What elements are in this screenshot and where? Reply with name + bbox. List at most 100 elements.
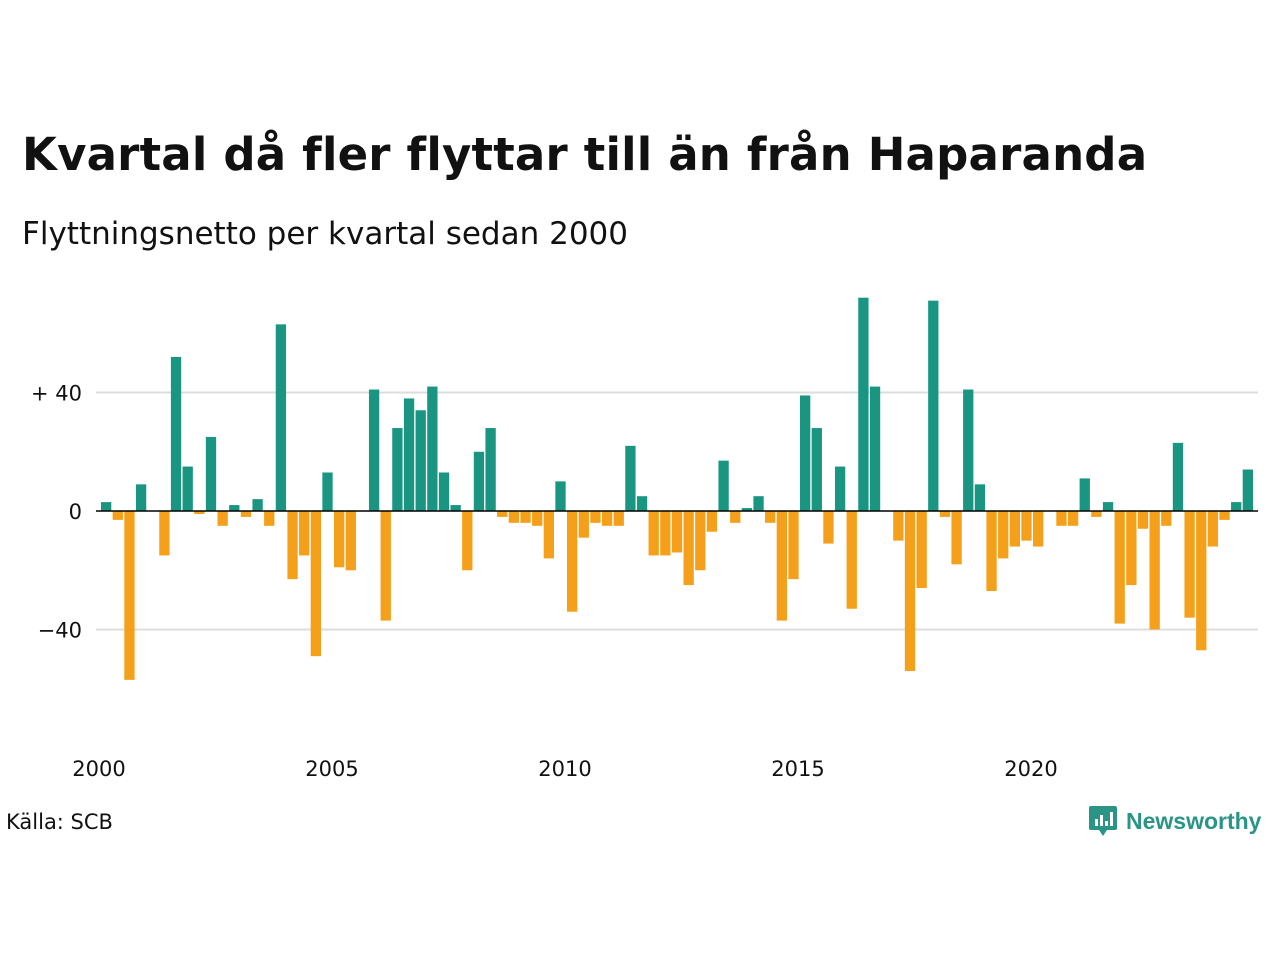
bar-negative — [1114, 511, 1125, 624]
bar-negative — [497, 511, 508, 517]
bar-positive — [800, 395, 811, 511]
bar-positive — [869, 386, 881, 511]
bar-negative — [916, 511, 927, 589]
bar-negative — [345, 511, 356, 571]
bar-negative — [846, 511, 857, 609]
bar-negative — [1137, 511, 1149, 529]
x-axis-labels: 2000 2005 2010 2015 2020 — [72, 757, 1057, 781]
bar-positive — [182, 466, 193, 511]
bar-negative — [601, 511, 613, 526]
bar-positive — [636, 496, 648, 511]
bar-negative — [730, 511, 741, 523]
bar-negative — [1021, 511, 1032, 541]
bar-positive — [834, 466, 846, 511]
bar-positive — [403, 398, 415, 512]
bar-negative — [671, 511, 683, 553]
chart-title: Kvartal då fler flyttar till än från Hap… — [22, 128, 1148, 181]
bar-positive — [275, 324, 287, 511]
y-tick-label: + 40 — [31, 382, 82, 406]
bar-negative — [788, 511, 799, 580]
bar-negative — [893, 511, 904, 541]
bar-negative — [1033, 511, 1044, 547]
bar-positive — [718, 460, 729, 511]
bar-positive — [625, 445, 636, 511]
bar-negative — [904, 511, 916, 671]
bar-negative — [986, 511, 997, 591]
y-tick-label: 0 — [69, 500, 82, 524]
bar-negative — [998, 511, 1009, 559]
bar-positive — [1231, 502, 1242, 511]
bar-positive — [1079, 478, 1090, 511]
bar-negative — [951, 511, 962, 565]
bar-negative — [590, 511, 601, 523]
bar-positive — [415, 410, 426, 511]
bar-negative — [508, 511, 520, 523]
bar-positive — [229, 505, 240, 511]
bar-negative — [1149, 511, 1160, 630]
bar-negative — [112, 511, 123, 520]
bar-positive — [1242, 469, 1253, 511]
bars — [101, 297, 1253, 680]
bar-positive — [741, 508, 753, 511]
bar-positive — [811, 428, 822, 511]
bar-negative — [613, 511, 624, 526]
x-tick-label: 2010 — [538, 757, 591, 781]
bar-negative — [706, 511, 718, 532]
x-tick-label: 2015 — [771, 757, 824, 781]
bar-negative — [1184, 511, 1195, 618]
bar-positive — [928, 300, 939, 511]
y-tick-label: −40 — [38, 619, 82, 643]
bar-negative — [939, 511, 951, 517]
bar-negative — [380, 511, 391, 621]
bar-negative — [1219, 511, 1230, 520]
bar-negative — [310, 511, 321, 657]
x-tick-label: 2005 — [305, 757, 358, 781]
bar-positive — [135, 484, 147, 511]
bar-negative — [532, 511, 543, 526]
bar-negative — [543, 511, 554, 559]
bar-negative — [695, 511, 706, 571]
bar-positive — [1102, 502, 1114, 511]
bar-negative — [264, 511, 275, 526]
bar-negative — [648, 511, 659, 556]
bar-negative — [287, 511, 298, 580]
bar-negative — [1009, 511, 1020, 547]
source-note: Källa: SCB — [6, 810, 113, 834]
bar-positive — [485, 428, 496, 511]
bar-negative — [823, 511, 834, 544]
bar-negative — [1091, 511, 1102, 517]
brand-name: Newsworthy — [1126, 807, 1262, 834]
bar-positive — [1172, 442, 1184, 511]
x-tick-label: 2020 — [1004, 757, 1057, 781]
chart-subtitle: Flyttningsnetto per kvartal sedan 2000 — [22, 216, 628, 252]
brand-logo[interactable]: Newsworthy — [1088, 804, 1261, 838]
bar-negative — [240, 511, 252, 517]
bar-negative — [1161, 511, 1172, 526]
bar-positive — [473, 451, 485, 511]
bar-positive — [555, 481, 566, 512]
bar-negative — [660, 511, 671, 556]
bar-positive — [858, 297, 869, 511]
bar-negative — [683, 511, 694, 586]
bar-positive — [963, 389, 974, 511]
bar-negative — [462, 511, 473, 571]
newsworthy-logo-icon — [1089, 806, 1117, 836]
bar-negative — [1207, 511, 1219, 547]
bar-negative — [334, 511, 345, 568]
gridlines — [96, 391, 1258, 631]
bar-negative — [194, 511, 205, 514]
bar-negative — [124, 511, 135, 680]
bar-negative — [776, 511, 787, 621]
bar-positive — [438, 472, 450, 511]
bar-positive — [252, 499, 263, 511]
bar-negative — [1067, 511, 1079, 526]
bar-positive — [974, 484, 986, 511]
bar-positive — [427, 386, 438, 511]
bar-positive — [753, 496, 764, 511]
bar-negative — [299, 511, 310, 556]
bar-positive — [101, 502, 112, 511]
bar-positive — [392, 428, 403, 511]
y-axis-labels: + 40 0 −40 — [31, 382, 82, 643]
bar-negative — [217, 511, 228, 526]
